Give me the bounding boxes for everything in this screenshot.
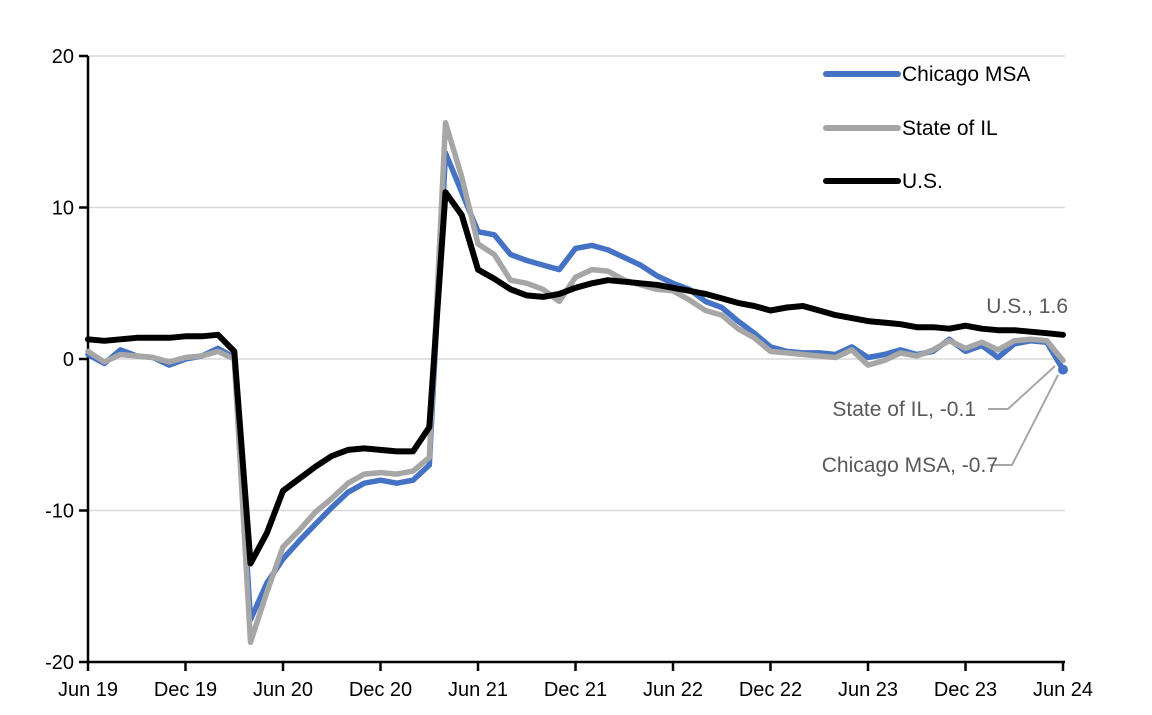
x-axis-labels: Jun 19 Dec 19 Jun 20 Dec 20 Jun 21 Dec 21 Jun …: [58, 679, 1093, 701]
series-line-u-s-: [85, 189, 1066, 567]
series-line-state-of-il: [85, 119, 1066, 646]
y-axis-tick-label: -20: [45, 652, 74, 674]
x-axis-tick-label: Dec 22: [739, 679, 802, 701]
y-axis-tick-label: -10: [45, 501, 74, 523]
x-axis-tick-label: Dec 20: [349, 679, 412, 701]
chicago-msa-end-marker: [1058, 364, 1068, 375]
x-axis-tick-label: Dec 21: [544, 679, 607, 701]
legend-label-chicago-msa: Chicago MSA: [902, 63, 1030, 86]
x-axis-tick-label: Jun 23: [838, 679, 898, 701]
annotations: U.S., 1.6 State of IL, -0.1 Chicago MSA,…: [822, 295, 1068, 477]
x-axis-tick-label: Dec 23: [934, 679, 997, 701]
leader-line-state-of-il: [988, 365, 1056, 410]
y-axis-labels: 20 10 0 -10 -20: [45, 46, 74, 674]
leader-line-chicago-msa: [990, 374, 1059, 466]
y-axis-tick-label: 10: [52, 198, 74, 220]
gridlines: [88, 55, 1065, 512]
x-axis-tick-label: Jun 20: [253, 679, 313, 701]
axes: [79, 54, 1065, 671]
x-axis-tick-label: Jun 19: [58, 679, 118, 701]
legend: Chicago MSA State of IL U.S.: [823, 63, 1030, 193]
x-axis-tick-label: Dec 19: [154, 679, 217, 701]
x-axis-tick-label: Jun 24: [1033, 679, 1093, 701]
annotation-chicago-msa-end-value: Chicago MSA, -0.7: [822, 454, 998, 477]
legend-label-us: U.S.: [902, 170, 943, 193]
series-lines: [85, 119, 1066, 646]
y-axis-tick-label: 20: [52, 46, 74, 68]
annotation-us-end-value: U.S., 1.6: [986, 295, 1068, 318]
annotation-state-of-il-end-value: State of IL, -0.1: [832, 398, 976, 421]
x-axis-tick-label: Jun 22: [643, 679, 703, 701]
x-axis-tick-label: Jun 21: [448, 679, 508, 701]
legend-label-state-of-il: State of IL: [902, 117, 998, 140]
y-axis-tick-label: 0: [63, 349, 74, 371]
